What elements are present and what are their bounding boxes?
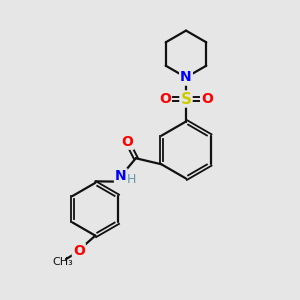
Text: N: N — [115, 169, 127, 183]
Text: N: N — [180, 70, 192, 84]
Text: O: O — [122, 135, 134, 149]
Text: S: S — [181, 92, 191, 106]
Text: O: O — [201, 92, 213, 106]
Text: H: H — [127, 173, 136, 186]
Text: O: O — [159, 92, 171, 106]
Text: CH₃: CH₃ — [52, 257, 73, 267]
Text: O: O — [73, 244, 85, 258]
Text: N: N — [180, 70, 192, 84]
